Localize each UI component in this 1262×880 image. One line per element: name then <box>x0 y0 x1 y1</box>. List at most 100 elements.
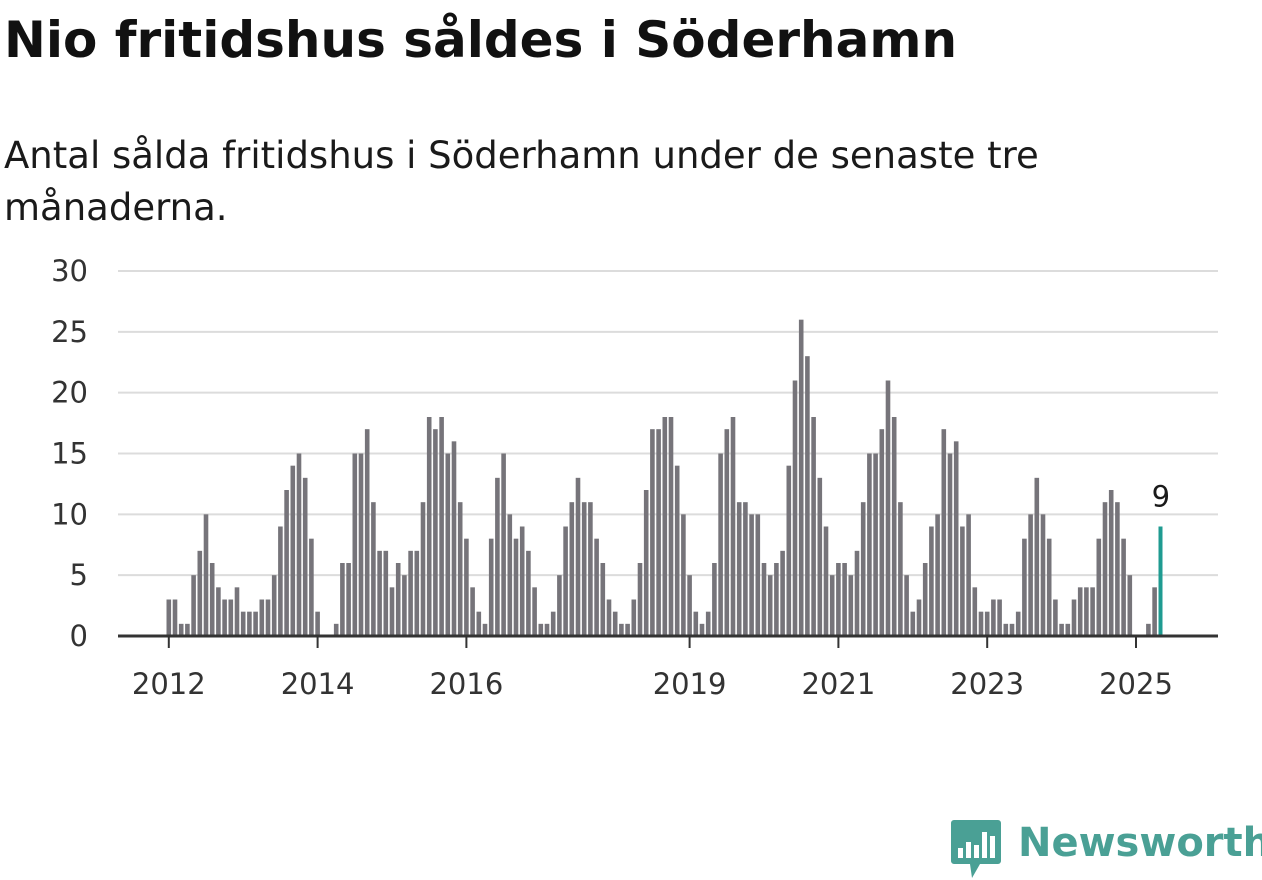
x-tick-label: 2025 <box>1099 667 1173 701</box>
bar <box>228 599 234 636</box>
bar <box>898 502 903 636</box>
bar <box>172 599 178 636</box>
bar <box>823 526 829 636</box>
bar <box>953 441 959 636</box>
bar <box>1040 514 1046 636</box>
bar <box>1127 575 1133 636</box>
bar <box>476 611 482 636</box>
bar <box>1108 490 1114 636</box>
bar <box>290 465 296 636</box>
bar <box>1028 514 1033 636</box>
grid-lines <box>118 270 1218 577</box>
bar <box>296 453 302 636</box>
bar <box>1065 623 1071 636</box>
bar <box>811 417 816 636</box>
bar <box>712 563 717 636</box>
bar <box>594 538 599 636</box>
bar <box>854 550 860 636</box>
bar <box>1115 502 1120 636</box>
bar <box>451 441 457 636</box>
bar <box>526 550 531 636</box>
bar <box>402 575 407 636</box>
x-tick-label: 2021 <box>801 667 875 701</box>
bar <box>588 502 593 636</box>
bar <box>265 599 271 636</box>
x-tick-label: 2016 <box>429 667 503 701</box>
bar <box>395 563 401 636</box>
bar <box>247 611 252 636</box>
bar <box>358 453 364 636</box>
bar <box>544 623 550 636</box>
highlight-value-label: 9 <box>1152 480 1170 514</box>
bar <box>581 502 587 636</box>
bar <box>501 453 506 636</box>
bar <box>513 538 519 636</box>
bar <box>681 514 686 636</box>
bar <box>234 587 240 636</box>
bar <box>848 575 854 636</box>
bar <box>371 502 376 636</box>
bar <box>600 563 606 636</box>
bars <box>166 319 1163 636</box>
logo-text: Newsworthy <box>1018 820 1262 866</box>
bar <box>470 587 475 636</box>
bar <box>271 575 277 636</box>
bar <box>699 623 705 636</box>
bar <box>767 575 773 636</box>
bar <box>891 417 897 636</box>
bar <box>743 502 748 636</box>
bar <box>377 550 382 636</box>
bar <box>439 417 444 636</box>
newsworthy-chart-icon <box>951 820 1001 878</box>
bar <box>997 599 1002 636</box>
bar <box>668 417 674 636</box>
bar <box>761 563 767 636</box>
bar <box>278 526 283 636</box>
x-tick-label: 2012 <box>132 667 206 701</box>
bar <box>978 611 984 636</box>
bar <box>867 453 872 636</box>
bar <box>730 417 736 636</box>
y-tick-label: 10 <box>51 497 88 531</box>
bar <box>389 587 395 636</box>
bar <box>1009 623 1015 636</box>
x-tick-label: 2019 <box>653 667 727 701</box>
bar <box>538 623 544 636</box>
bar <box>352 453 358 636</box>
bar <box>253 611 258 636</box>
bar <box>755 514 761 636</box>
bar <box>829 575 835 636</box>
bar <box>612 611 618 636</box>
bar <box>302 477 308 636</box>
bar <box>1102 502 1108 636</box>
bar <box>445 453 451 636</box>
bar <box>426 417 432 636</box>
bar <box>259 599 265 636</box>
bar <box>1084 587 1089 636</box>
bar <box>1152 587 1157 636</box>
bar <box>910 611 916 636</box>
bar <box>240 611 246 636</box>
bar <box>557 575 562 636</box>
bar <box>185 623 190 636</box>
bar <box>309 538 314 636</box>
bar <box>315 611 320 636</box>
bar <box>1121 538 1126 636</box>
bar <box>1096 538 1102 636</box>
bar <box>736 502 742 636</box>
bar <box>619 623 624 636</box>
bar <box>879 429 885 636</box>
bar <box>904 575 909 636</box>
bar <box>929 526 934 636</box>
y-tick-label: 5 <box>70 558 88 592</box>
bar <box>842 563 847 636</box>
bar <box>947 453 953 636</box>
bar <box>631 599 637 636</box>
axes <box>118 634 1218 648</box>
newsworthy-logo: Newsworthy <box>950 818 1262 880</box>
bar <box>1034 477 1040 636</box>
bar <box>749 514 754 636</box>
y-tick-label: 30 <box>51 254 88 288</box>
bar <box>860 502 866 636</box>
